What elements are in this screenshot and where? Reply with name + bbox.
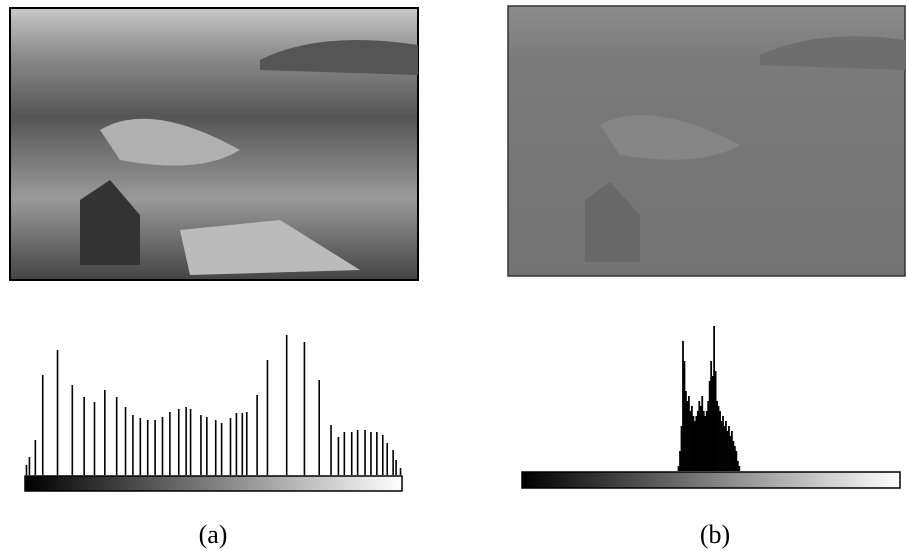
caption: (b) (700, 520, 730, 549)
histogram-bar (72, 385, 74, 475)
histogram-bar (286, 335, 288, 475)
histogram-bar (169, 412, 171, 475)
histogram-bar (370, 432, 372, 475)
histogram-bar (221, 423, 223, 475)
histogram-bar (35, 440, 37, 475)
histogram-bar (318, 380, 320, 475)
histogram-bar (382, 435, 384, 475)
histogram-bar (178, 409, 180, 475)
histogram-bar (206, 417, 208, 475)
histogram-bar (190, 409, 192, 475)
histogram-bar (392, 450, 394, 475)
histogram-bar (42, 375, 44, 475)
histogram-bar (304, 342, 306, 475)
histogram-bar (236, 413, 238, 475)
gray-scale-bar (25, 476, 402, 491)
photo-a (10, 8, 418, 280)
histogram-bar (147, 420, 149, 475)
histogram-bar (357, 430, 359, 475)
histogram-bar (230, 418, 232, 475)
histogram-bar (267, 360, 269, 475)
histogram-bar (400, 468, 402, 475)
gray-scale-bar (522, 472, 900, 488)
photo-b (508, 6, 905, 276)
histogram-bar (162, 417, 164, 475)
histogram-bar (140, 418, 142, 475)
histogram-bar (242, 413, 244, 475)
histogram-bar (330, 425, 332, 475)
figure: (a) (b) (0, 0, 907, 551)
caption: (a) (199, 520, 228, 549)
histogram-bar (215, 420, 217, 475)
histogram-bar (154, 420, 156, 475)
histogram-bar (200, 415, 202, 475)
histogram-bar (116, 397, 118, 475)
histogram-bar (338, 437, 340, 475)
histogram-bar (29, 457, 31, 475)
histogram-bar (185, 407, 187, 475)
histogram-bar (256, 395, 258, 475)
histogram-bar (351, 432, 353, 475)
histogram-bar (26, 465, 28, 475)
histogram-bar (344, 432, 346, 475)
histogram-bar (94, 402, 96, 475)
histogram-bar (57, 350, 59, 475)
histogram-bar (386, 443, 388, 475)
histogram-bar (376, 432, 378, 475)
histogram-bar (83, 397, 85, 475)
histogram-bar (395, 460, 397, 475)
histogram-bar (132, 415, 134, 475)
histogram-bar (738, 466, 740, 471)
histogram-bar (364, 430, 366, 475)
histogram-bar (125, 407, 127, 475)
histogram-bar (104, 390, 106, 475)
histogram-bar (246, 412, 248, 475)
